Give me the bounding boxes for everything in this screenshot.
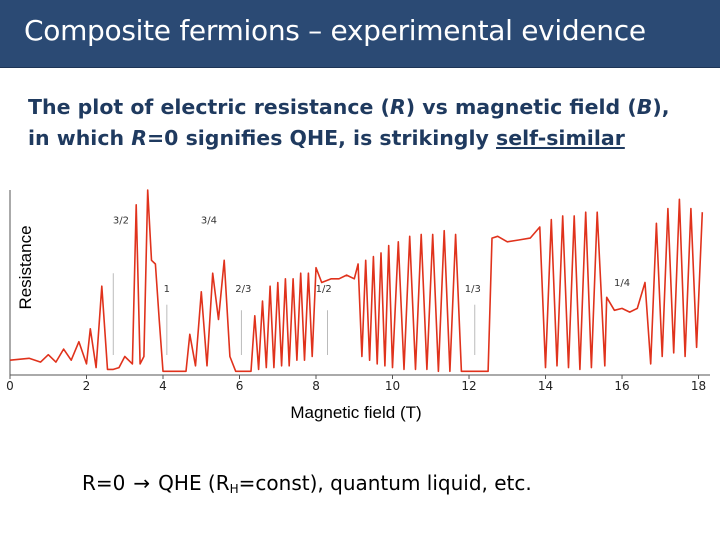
x-tick-label: 12 xyxy=(461,379,476,393)
subtitle-self-similar: self-similar xyxy=(496,126,625,150)
subtitle-italic-r: R xyxy=(131,126,147,150)
x-tick-label: 16 xyxy=(614,379,629,393)
series-line xyxy=(9,189,704,373)
annotation-label: 3/4 xyxy=(201,215,217,226)
subtitle-part: =0 signifies QHE, is strikingly xyxy=(147,126,497,150)
footer-rest: =const), quantum liquid, etc. xyxy=(238,471,532,495)
x-tick-label: 14 xyxy=(538,379,553,393)
annotation-label: 1/4 xyxy=(614,278,630,289)
resistance-chart: 3/2 3/4 1 2/3 1/2 1/3 1/4 0 2 4 6 8 10 12 14 16 18 Resi… xyxy=(6,189,710,422)
annotation-label: 3/2 xyxy=(113,215,129,226)
plateau-markers xyxy=(112,273,476,355)
x-tick-label: 2 xyxy=(83,379,91,393)
title-bar: Composite fermions – experimental eviden… xyxy=(0,0,720,68)
resistance-series xyxy=(9,189,704,373)
footer-subscript: H xyxy=(229,482,239,496)
subtitle-part: ), xyxy=(652,95,670,119)
footer-qhe: QHE (R xyxy=(158,471,230,495)
x-tick-label: 10 xyxy=(385,379,400,393)
footer-lhs: R=0 xyxy=(82,471,126,495)
x-tick-label: 18 xyxy=(691,379,706,393)
slide-title: Composite fermions – experimental eviden… xyxy=(24,14,646,47)
x-tick-label: 4 xyxy=(159,379,167,393)
subtitle-italic-r: R xyxy=(389,95,406,119)
subtitle-part: The plot of electric resistance ( xyxy=(28,95,390,119)
annotation-label: 2/3 xyxy=(235,284,251,295)
x-tick-label: 8 xyxy=(312,379,320,393)
arrow-right-icon: → xyxy=(133,471,151,495)
x-tick-label: 6 xyxy=(236,379,244,393)
subtitle-part: in which xyxy=(28,126,132,150)
chart-frame xyxy=(9,190,710,376)
y-axis-label: Resistance xyxy=(16,225,35,309)
annotation-label: 1 xyxy=(164,284,170,295)
annotation-label: 1/2 xyxy=(316,284,332,295)
slide-subtitle: The plot of electric resistance (R) vs m… xyxy=(28,92,708,154)
x-tick-label: 0 xyxy=(6,379,14,393)
x-tick-labels: 0 2 4 6 8 10 12 14 16 18 xyxy=(6,375,706,393)
annotation-label: 1/3 xyxy=(465,284,481,295)
fraction-annotations: 3/2 3/4 1 2/3 1/2 1/3 1/4 xyxy=(113,215,630,294)
subtitle-italic-b: B xyxy=(636,95,653,119)
footer-statement: R=0 → QHE (RH=const), quantum liquid, etc. xyxy=(82,471,532,496)
subtitle-part: ) vs magnetic field ( xyxy=(405,95,637,119)
x-axis-label: Magnetic field (T) xyxy=(290,403,421,422)
